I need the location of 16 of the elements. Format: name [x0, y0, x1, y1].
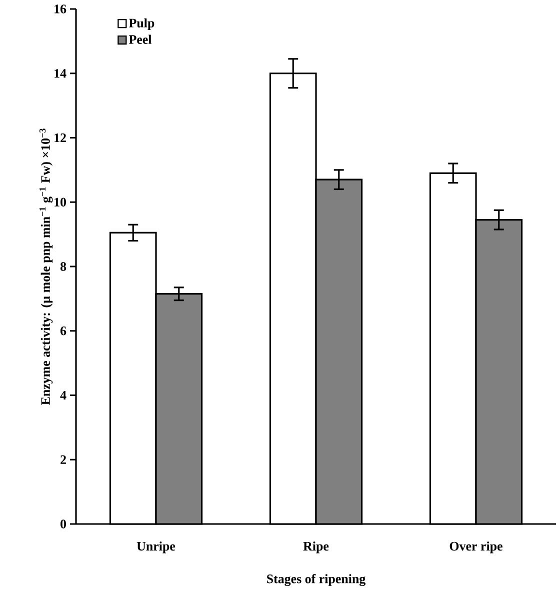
y-axis-title: Enzyme activity: (µ mole pnp min$^{−1}$ g$^{−1}$ Fw) ×10$^{−3}$: [39, 128, 53, 406]
x-axis-title: Stages of ripening: [267, 574, 366, 586]
y-tick-label: 2: [60, 455, 66, 464]
y-tick-label: 16: [54, 4, 66, 14]
x-tick-label: Over ripe: [450, 541, 502, 554]
legend-label: Peel: [128, 34, 152, 44]
y-tick-label: 8: [60, 262, 66, 271]
y-tick-label: 10: [54, 198, 66, 206]
y-tick-label: 14: [54, 69, 66, 78]
y-tick-label: 12: [54, 133, 66, 142]
x-tick-label: Ripe: [303, 541, 329, 554]
x-tick-label: Unripe: [136, 541, 176, 554]
y-tick-label: 0: [60, 520, 66, 528]
y-tick-label: 6: [60, 326, 66, 336]
legend-label: Pulp: [128, 18, 154, 30]
y-tick-label: 4: [60, 390, 66, 400]
